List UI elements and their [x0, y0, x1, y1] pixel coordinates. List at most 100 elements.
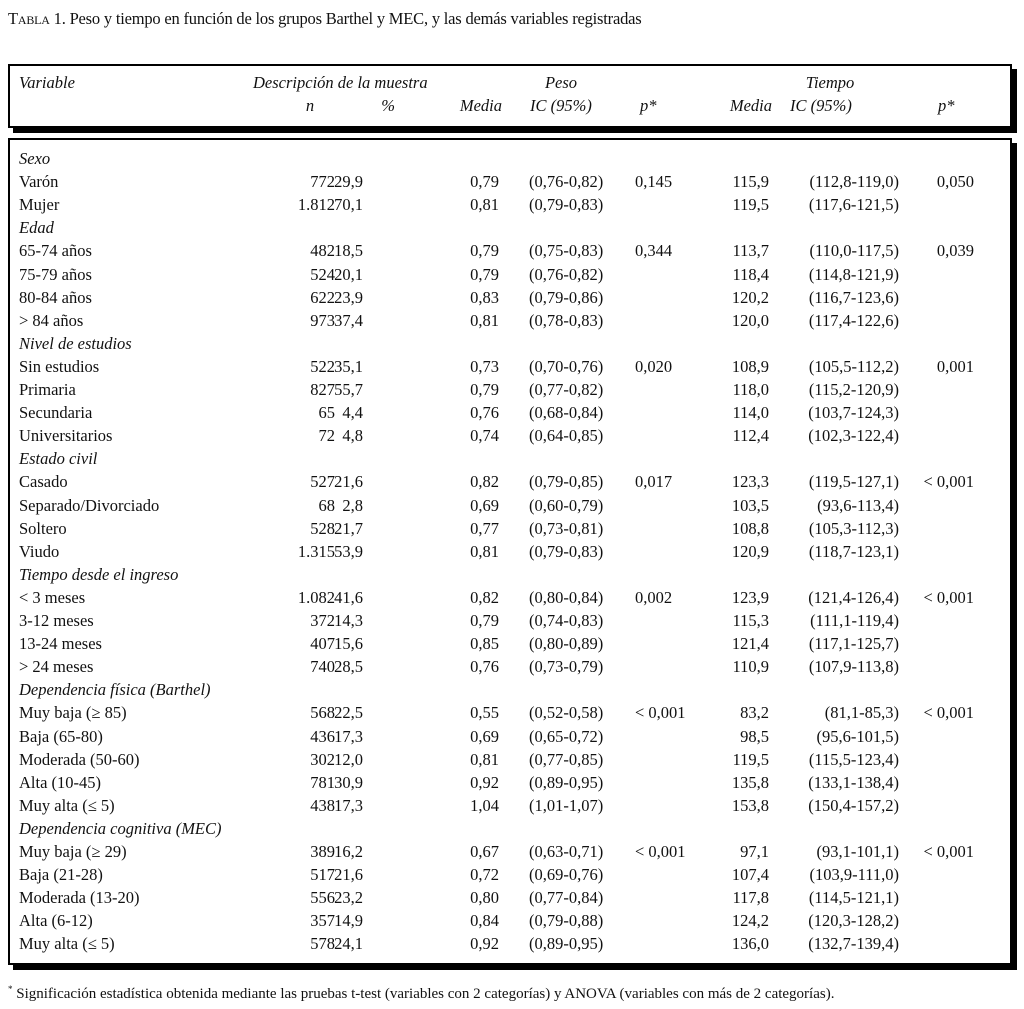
cell-tp: < 0,001 — [923, 703, 974, 723]
cell-pm: 0,55 — [470, 703, 499, 723]
cell-tic: (116,7-123,6) — [808, 287, 899, 307]
table-row: 80-84 años 622 23,9 0,83 (0,79-0,86) 120,2 (11… — [10, 286, 1010, 309]
cell-tic: (119,5-127,1) — [808, 472, 899, 492]
cell-pct: 29,9 — [334, 172, 363, 192]
cell-pp: 0,002 — [635, 587, 673, 607]
cell-tic: (110,0-117,5) — [809, 241, 899, 261]
table-row: Universitarios 72 4,8 0,74 (0,64-0,85) 112,4 (… — [10, 424, 1010, 447]
table-row: Sin estudios 522 35,1 0,73 (0,70-0,76) 0,020 1… — [10, 355, 1010, 378]
cell-tm: 120,0 — [731, 310, 769, 330]
cell-tic: (117,6-121,5) — [808, 195, 899, 215]
cell-n: 578 — [310, 934, 335, 954]
cell-pm: 0,79 — [470, 611, 499, 630]
cell-tm: 108,9 — [731, 356, 769, 376]
cell-pp: 0,020 — [635, 356, 673, 376]
cell-n: 372 — [310, 611, 335, 630]
cell-pic: (0,79-0,83) — [529, 541, 604, 561]
cell-pm: 0,80 — [470, 888, 499, 908]
cell-tic: (105,5-112,2) — [808, 356, 899, 376]
cell-tic: (115,2-120,9) — [808, 380, 899, 399]
cell-tm: 135,8 — [731, 772, 769, 792]
cell-label: 65-74 años — [19, 241, 92, 261]
cell-pic: (0,68-0,84) — [529, 403, 604, 423]
cell-tp: 0,039 — [936, 241, 974, 261]
table-row: 3-12 meses 372 14,3 0,79 (0,74-0,83) 115,3 (11… — [10, 609, 1010, 632]
cell-pm: 0,76 — [470, 657, 499, 677]
group-header-row: Dependencia física (Barthel) — [10, 678, 1010, 701]
table-row: < 3 meses 1.082 41,6 0,82 (0,80-0,84) 0,002 12… — [10, 586, 1010, 609]
cell-pic: (0,60-0,79) — [529, 495, 604, 515]
cell-n: 302 — [310, 749, 335, 769]
cell-tm: 108,8 — [731, 518, 769, 538]
cell-n: 568 — [310, 703, 335, 723]
cell-pm: 0,79 — [470, 264, 499, 284]
cell-pic: (0,80-0,89) — [529, 634, 604, 654]
cell-pic: (0,76-0,82) — [529, 172, 604, 192]
cell-tm: 98,5 — [740, 726, 769, 746]
cell-label: > 84 años — [19, 310, 84, 330]
cell-pm: 0,69 — [470, 495, 499, 515]
cell-pm: 0,81 — [470, 310, 499, 330]
cell-pct: 21,7 — [334, 518, 363, 538]
cell-pic: (0,70-0,76) — [529, 356, 604, 376]
cell-tic: (117,1-125,7) — [808, 634, 899, 654]
cell-pic: (0,77-0,85) — [529, 749, 604, 769]
caption-number: 1. — [49, 9, 70, 28]
table-row: Soltero 528 21,7 0,77 (0,73-0,81) 108,8 (105,3… — [10, 517, 1010, 540]
cell-n: 528 — [310, 518, 335, 538]
cell-pic: (0,73-0,79) — [529, 657, 604, 677]
table-caption: Tabla 1. Peso y tiempo en función de los… — [8, 9, 642, 29]
table-row: Mujer 1.812 70,1 0,81 (0,79-0,83) 119,5 (117,6… — [10, 193, 1010, 216]
cell-pct: 70,1 — [334, 195, 363, 215]
cell-pct: 20,1 — [334, 264, 363, 284]
cell-n: 1.082 — [297, 587, 335, 607]
cell-pic: (0,76-0,82) — [529, 264, 604, 284]
cell-n: 438 — [310, 795, 335, 815]
header-p: p* — [640, 96, 657, 115]
cell-pm: 0,73 — [470, 356, 499, 376]
cell-n: 72 — [318, 426, 336, 446]
cell-pic: (0,65-0,72) — [529, 726, 604, 746]
cell-tm: 123,9 — [731, 587, 769, 607]
cell-label: Alta (10-45) — [19, 772, 102, 792]
cell-tm: 117,8 — [732, 888, 769, 908]
cell-pic: (0,69-0,76) — [529, 865, 604, 885]
cell-pm: 0,82 — [470, 587, 499, 607]
header-media-tiempo: Media — [729, 96, 772, 115]
cell-pic: (0,74-0,83) — [529, 611, 604, 630]
cell-pp: 0,017 — [635, 472, 673, 492]
table-row: Baja (65-80) 436 17,3 0,69 (0,65-0,72) 98,5 (9… — [10, 725, 1010, 748]
cell-pct: 55,7 — [334, 380, 363, 399]
cell-n: 622 — [310, 287, 335, 307]
cell-pic: (0,89-0,95) — [529, 772, 604, 792]
cell-pm: 1,04 — [470, 795, 499, 815]
table-row: Primaria 827 55,7 0,79 (0,77-0,82) 118,0 (115,… — [10, 378, 1010, 401]
cell-pct: 18,5 — [334, 241, 363, 261]
table-row: > 84 años 973 37,4 0,81 (0,78-0,83) 120,0 (117… — [10, 309, 1010, 332]
cell-pm: 0,67 — [470, 842, 499, 861]
cell-label: Soltero — [19, 518, 67, 538]
cell-pct: 21,6 — [334, 865, 363, 885]
cell-tic: (150,4-157,2) — [808, 795, 899, 815]
cell-n: 772 — [310, 172, 335, 192]
table-row: Casado 527 21,6 0,82 (0,79-0,85) 0,017 123,3 (1… — [10, 470, 1010, 493]
cell-pct: 35,1 — [334, 356, 363, 376]
cell-tm: 120,9 — [731, 541, 769, 561]
cell-pm: 0,83 — [470, 287, 499, 307]
group-header-row: Dependencia cognitiva (MEC) — [10, 817, 1010, 840]
footnote-text: Significación estadística obtenida media… — [12, 986, 835, 1002]
cell-pm: 0,79 — [470, 380, 499, 399]
cell-tic: (112,8-119,0) — [809, 172, 899, 192]
cell-pm: 0,81 — [470, 749, 499, 769]
table-row: Secundaria 65 4,4 0,76 (0,68-0,84) 114,0 (103,… — [10, 401, 1010, 424]
cell-label: Moderada (13-20) — [19, 888, 140, 908]
header-tiempo: Tiempo — [805, 73, 855, 92]
table-row: 13-24 meses 407 15,6 0,85 (0,80-0,89) 121,4 (1… — [10, 632, 1010, 655]
cell-pct: 2,8 — [342, 495, 363, 515]
cell-pct: 28,5 — [334, 657, 363, 677]
cell-n: 436 — [310, 726, 335, 746]
cell-n: 482 — [310, 241, 335, 261]
cell-pp: < 0,001 — [635, 842, 686, 861]
cell-n: 827 — [310, 380, 335, 399]
cell-n: 556 — [310, 888, 335, 908]
